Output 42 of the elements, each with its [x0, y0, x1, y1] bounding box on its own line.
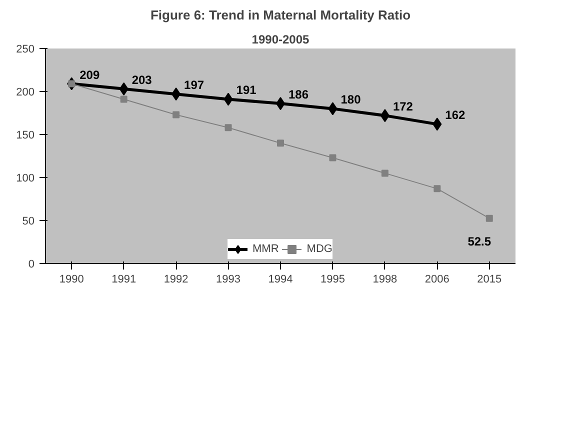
point	[172, 88, 181, 101]
point	[172, 111, 180, 118]
y-tick-label: 150	[16, 130, 35, 142]
x-tick-label: 1994	[268, 274, 293, 286]
data-label: 186	[288, 88, 309, 102]
data-label: 172	[392, 100, 414, 114]
x-tick-label: 1995	[320, 274, 345, 286]
data-label: 191	[236, 83, 257, 98]
y-tick-label: 50	[22, 216, 35, 228]
point	[486, 214, 493, 222]
chart-title: Figure 6: Trend in Maternal Mortality Ratio	[150, 8, 411, 22]
point	[120, 96, 128, 103]
data-label: 180	[340, 92, 362, 107]
x-tick-label: 2006	[424, 274, 450, 286]
point	[277, 140, 284, 147]
point	[328, 102, 338, 116]
x-tick-label: 1991	[112, 274, 136, 286]
x-tick-label: 1992	[164, 274, 188, 286]
legend-label: MMR	[252, 243, 279, 255]
x-tick-label: 1990	[59, 274, 84, 286]
point	[329, 154, 336, 162]
point	[434, 185, 441, 192]
chart-subtitle: 1990-2005	[252, 32, 310, 46]
point	[224, 92, 233, 106]
y-tick-label: 100	[16, 172, 35, 184]
x-tick-label: 1993	[216, 274, 241, 286]
data-label: 203	[132, 72, 152, 87]
data-label: 162	[445, 108, 466, 122]
y-tick-label: 0	[28, 258, 35, 270]
y-tick-label: 250	[16, 44, 35, 56]
data-label: 209	[80, 68, 100, 82]
data-label: 52.5	[468, 234, 492, 248]
point	[119, 82, 128, 96]
point	[432, 118, 442, 131]
x-tick-label: 2015	[477, 274, 502, 286]
point	[224, 124, 232, 132]
point	[381, 170, 388, 177]
x-tick-label: 1998	[372, 274, 398, 286]
point	[380, 109, 390, 122]
legend-label: MDG	[306, 243, 332, 255]
y-tick-label: 200	[16, 86, 35, 98]
data-label: 197	[184, 78, 204, 92]
